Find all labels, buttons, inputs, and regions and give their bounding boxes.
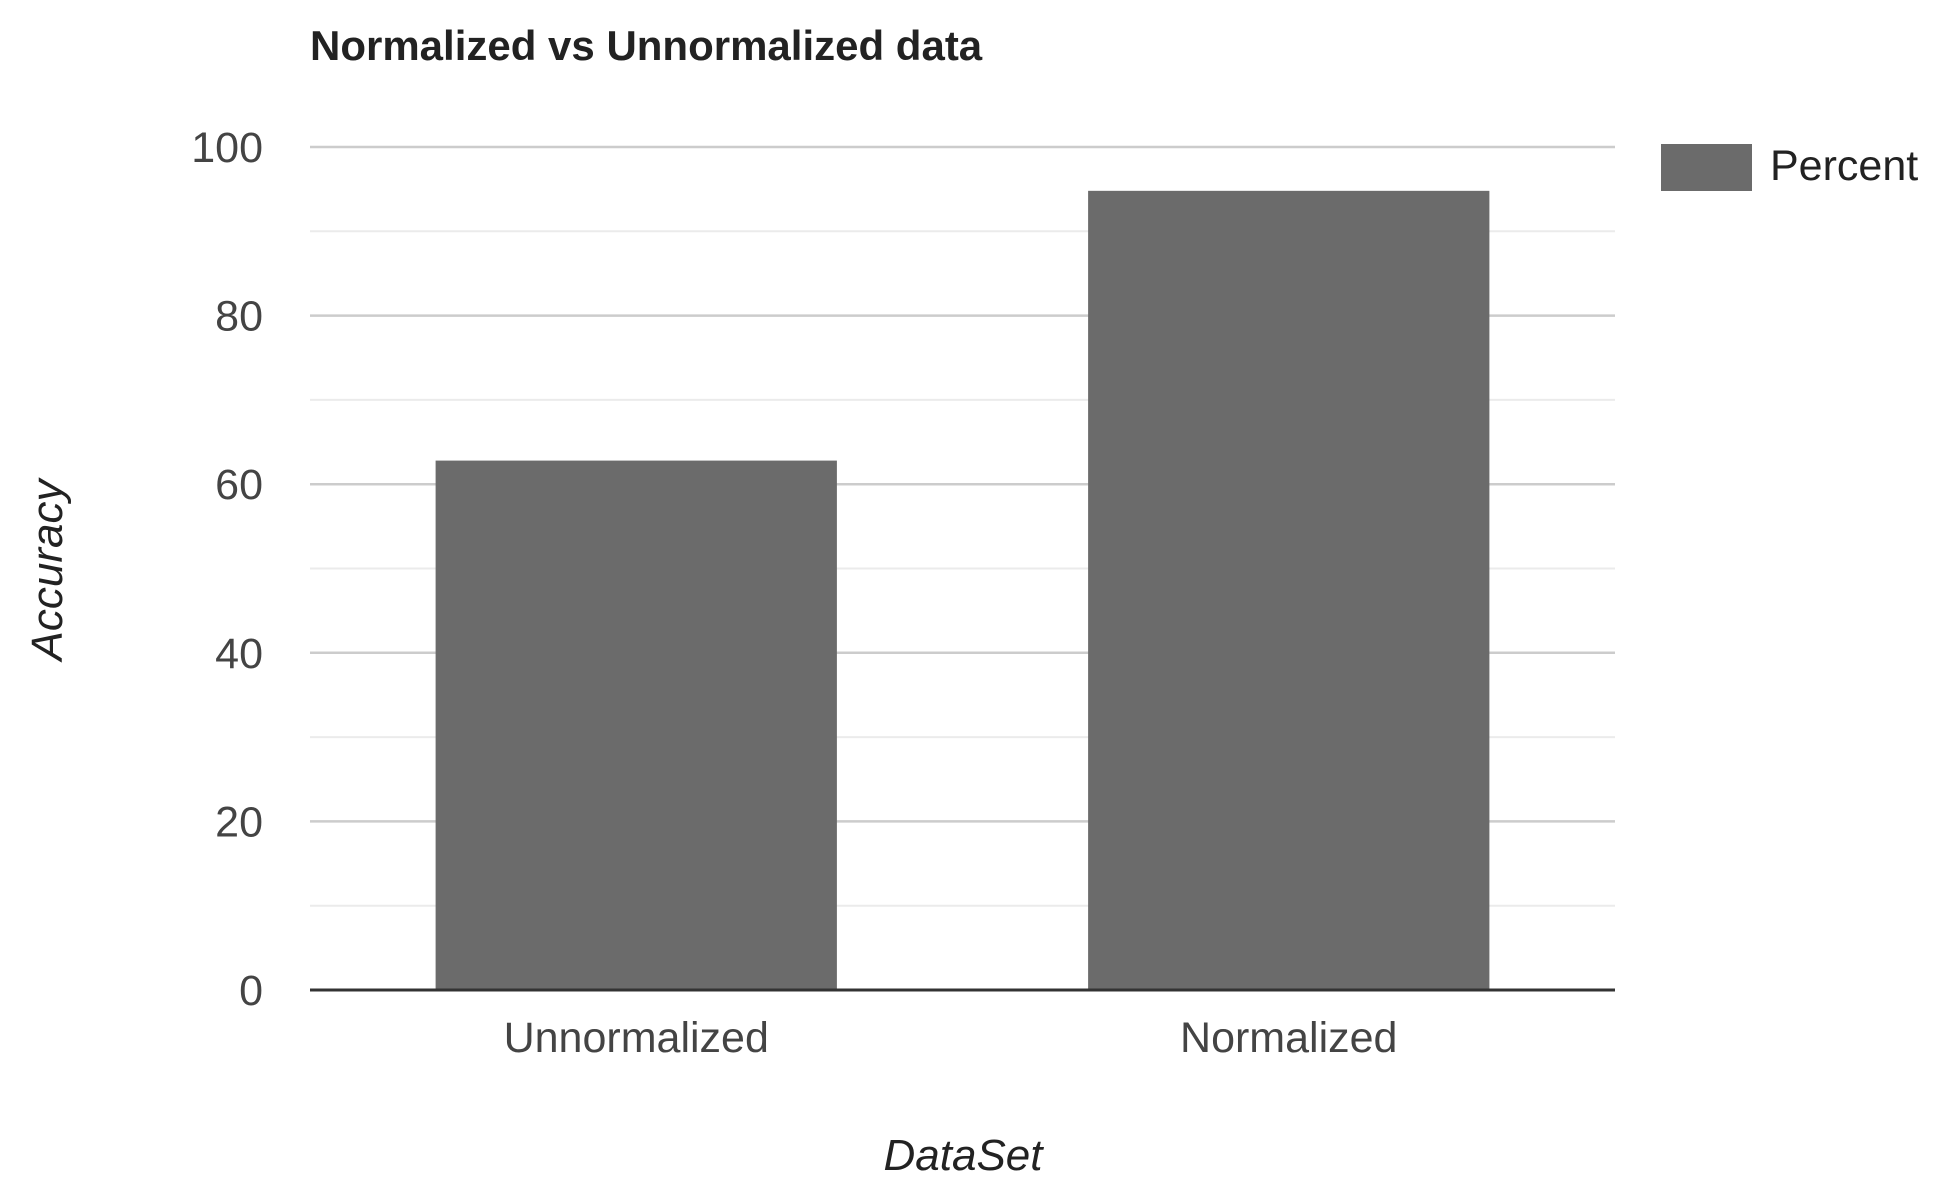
chart-title: Normalized vs Unnormalized data xyxy=(310,22,983,69)
legend-label: Percent xyxy=(1770,142,1918,190)
bar-normalized xyxy=(1088,190,1490,990)
y-axis-ticks: 0 20 40 60 80 100 xyxy=(191,124,263,1015)
x-axis-ticks: Unnormalized Normalized xyxy=(504,1014,1398,1062)
y-tick-label: 40 xyxy=(215,630,263,678)
x-tick-label: Normalized xyxy=(1180,1014,1397,1062)
y-tick-label: 60 xyxy=(215,461,263,509)
y-tick-label: 80 xyxy=(215,293,263,341)
legend: Percent xyxy=(1661,142,1918,191)
bar-unnormalized xyxy=(435,460,837,990)
legend-swatch xyxy=(1661,144,1752,191)
bars xyxy=(435,190,1490,990)
y-tick-label: 100 xyxy=(191,124,263,172)
x-axis-title: DataSet xyxy=(884,1131,1045,1180)
x-tick-label: Unnormalized xyxy=(504,1014,769,1062)
y-tick-label: 20 xyxy=(215,798,263,846)
y-tick-label: 0 xyxy=(239,967,263,1015)
y-axis-title: Accuracy xyxy=(23,477,72,664)
